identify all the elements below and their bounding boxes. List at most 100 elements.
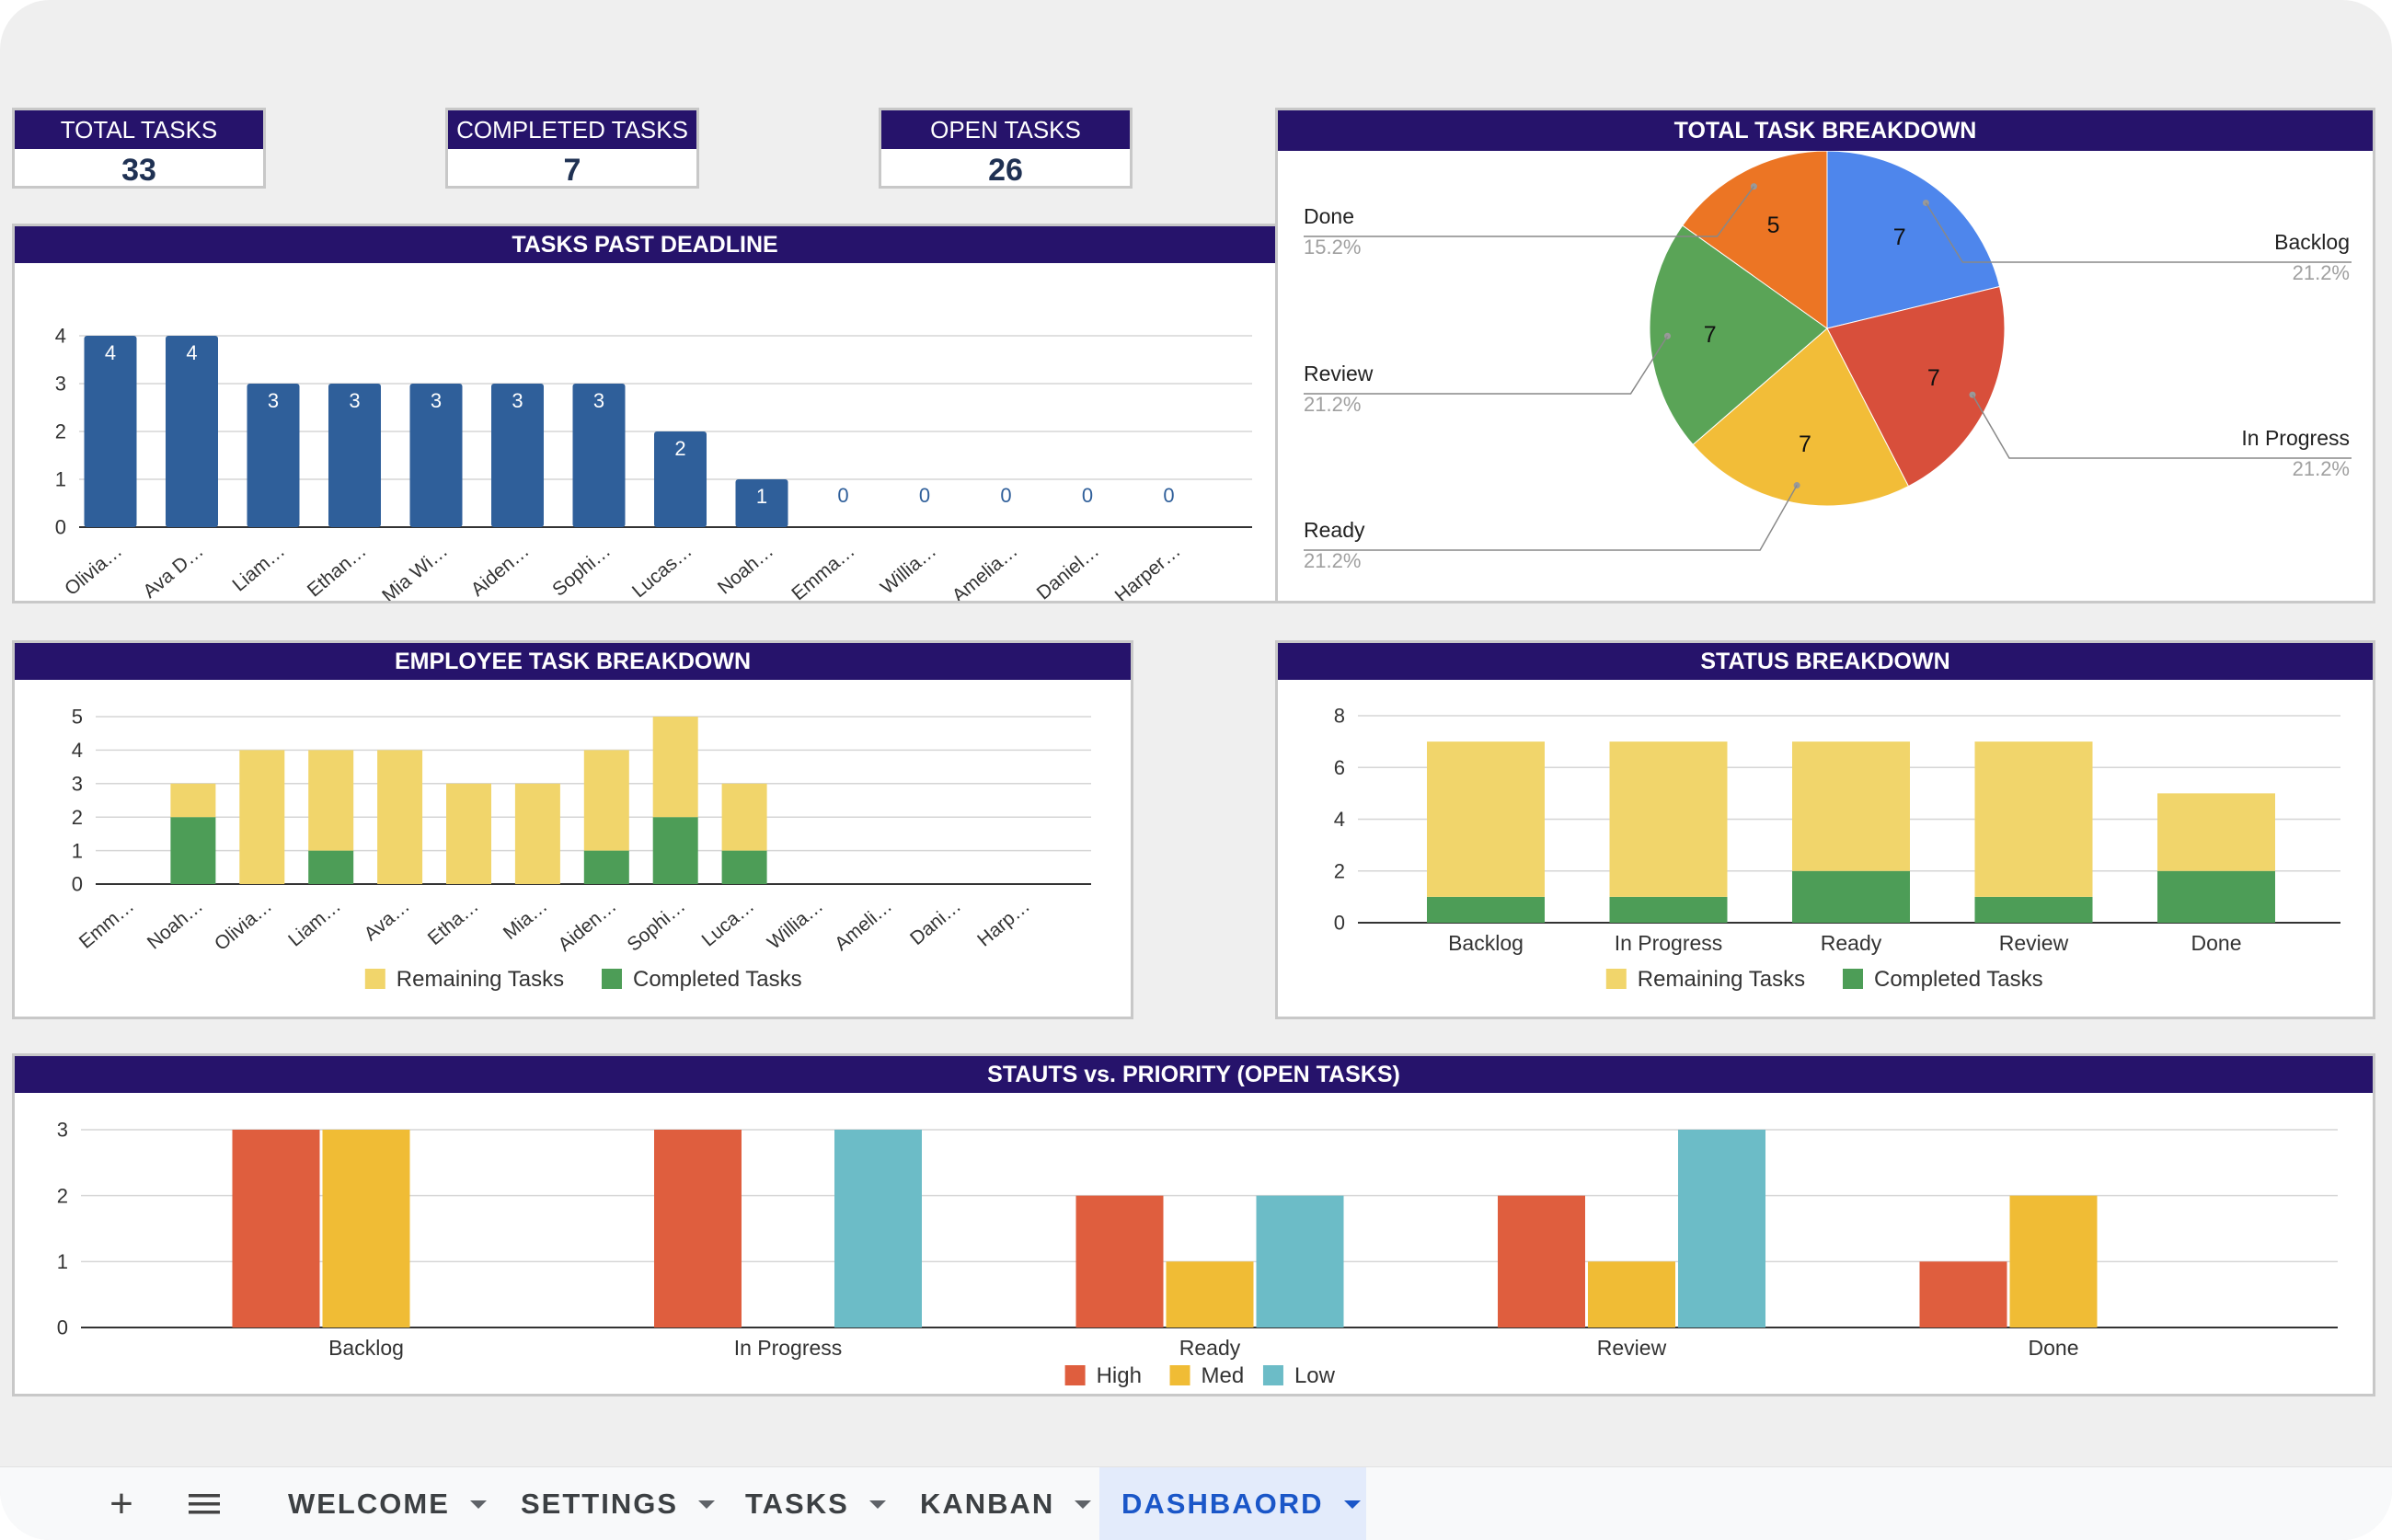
bar-segment [308,750,354,851]
tab-settings[interactable]: SETTINGS [502,1467,716,1540]
bar-segment [583,750,629,851]
x-tick-label: Etha… [424,895,483,949]
pie-slice [1649,224,1828,446]
bar-segment [1974,896,2093,923]
bar [2009,1195,2098,1327]
bar-segment [721,783,767,851]
x-tick-label: Done [2191,931,2242,955]
y-tick-label: 2 [72,806,83,829]
bar [247,384,300,527]
tab-tasks[interactable]: TASKS [727,1467,902,1540]
bar [654,1130,742,1327]
tab-tasks-label: TASKS [745,1488,849,1520]
x-tick-label: Aiden… [554,895,620,956]
x-tick-label: Dani… [906,895,965,949]
y-tick-label: 0 [57,1316,68,1339]
y-tick-label: 4 [72,739,83,762]
legend-swatch [1169,1365,1190,1385]
chevron-down-icon[interactable] [698,1500,716,1509]
bar [166,336,218,527]
x-tick-label: Ethan… [304,540,371,601]
bar-segment [170,783,216,818]
y-tick-label: 4 [55,325,66,348]
tab-welcome[interactable]: WELCOME [270,1467,495,1540]
x-tick-label: Liam… [284,895,345,950]
completed-tasks-card: COMPLETED TASKS 7 [445,108,699,189]
bar-segment [1427,741,1545,897]
completed-tasks-label: COMPLETED TASKS [448,110,696,149]
bar-segment [1792,741,1910,871]
x-tick-label: Lucas… [628,540,696,601]
x-tick-label: Willia… [877,540,940,598]
x-tick-label: Emm… [75,895,138,953]
x-tick-label: Aiden… [467,540,534,601]
x-tick-label: Review [1597,1336,1667,1360]
data-label: 3 [431,389,442,412]
chevron-down-icon[interactable] [868,1500,886,1509]
chevron-down-icon[interactable] [1075,1500,1092,1509]
x-tick-label: Emma… [788,540,858,601]
total-task-breakdown-title: TOTAL TASK BREAKDOWN [1278,110,2373,151]
chevron-down-icon[interactable] [1343,1500,1361,1509]
data-label: 4 [105,341,116,364]
y-tick-label: 5 [72,706,83,729]
pie-percent-label: 21.2% [2293,261,2350,284]
tab-dashboard-label: DASHBAORD [1121,1488,1324,1520]
status-vs-priority-chart: 0 1 2 3 Backlog In Progress Ready Review Done Hig… [57,1119,2338,1388]
x-tick-label: Sophi… [548,540,615,601]
leader-line [1925,202,2352,263]
data-label: 0 [919,484,930,507]
x-tick-label: Ready [1821,931,1882,955]
x-tick-label: Ava D… [139,540,207,601]
chevron-down-icon[interactable] [469,1500,487,1509]
data-label: 0 [1082,484,1093,507]
bar-segment [721,850,767,884]
legend-label: Completed Tasks [1874,967,2043,992]
open-tasks-value: 26 [988,153,1023,188]
open-tasks-label: OPEN TASKS [881,110,1130,149]
y-tick-label: 1 [57,1250,68,1273]
data-label: 3 [268,389,279,412]
pie-legend-label: Backlog [2274,230,2350,254]
bar [84,336,137,527]
y-tick-label: 1 [72,839,83,862]
y-tick-label: 6 [1334,756,1345,779]
tasks-past-deadline-title: TASKS PAST DEADLINE [15,226,1275,263]
data-label: 3 [512,389,523,412]
legend-swatch [1064,1365,1086,1385]
x-tick-label: Sophi… [623,895,689,956]
bar-segment [170,817,216,884]
tasks-past-deadline-chart: 0 1 2 3 4 4 Olivia… 4 Ava D… 3 Liam… 3 Ethan… 3 Mia Wi… [55,325,1252,601]
bar-segment [514,783,560,884]
pie-slice [1826,285,2006,488]
bar-segment [308,850,354,884]
pie-value-label: 7 [1893,224,1906,250]
add-sheet-icon[interactable]: + [109,1481,133,1526]
all-sheets-menu-icon[interactable] [175,1467,234,1540]
x-tick-label: Willia… [764,895,827,953]
bar [1166,1261,1254,1327]
legend-swatch [1262,1365,1283,1385]
pie-percent-label: 21.2% [2293,457,2350,480]
status-vs-priority-panel: STAUTS vs. PRIORITY (OPEN TASKS) 0 1 2 3 Bac… [12,1053,2375,1396]
data-label: 0 [837,484,848,507]
open-tasks-card: OPEN TASKS 26 [879,108,1133,189]
y-tick-label: 2 [55,420,66,443]
x-tick-label: Daniel… [1033,540,1103,601]
y-tick-label: 2 [1334,859,1345,882]
pie-percent-label: 15.2% [1304,236,1361,259]
bar [1256,1195,1344,1327]
bar-segment [652,717,698,818]
bar [328,384,381,527]
x-tick-label: Done [2029,1336,2079,1360]
x-tick-label: Review [1999,931,2069,955]
x-tick-label: Liam… [228,540,289,595]
x-tick-label: Amelia… [949,540,1022,601]
bar [409,384,463,527]
data-label: 0 [1000,484,1011,507]
pie-value-label: 5 [1767,213,1780,238]
x-tick-label: Noah… [714,540,777,598]
tab-kanban[interactable]: KANBAN [902,1467,1099,1540]
total-task-breakdown-panel: TOTAL TASK BREAKDOWN 7 Backlog 21.2% 7 In Pr… [1275,108,2375,603]
tab-dashboard[interactable]: DASHBAORD [1099,1467,1366,1540]
